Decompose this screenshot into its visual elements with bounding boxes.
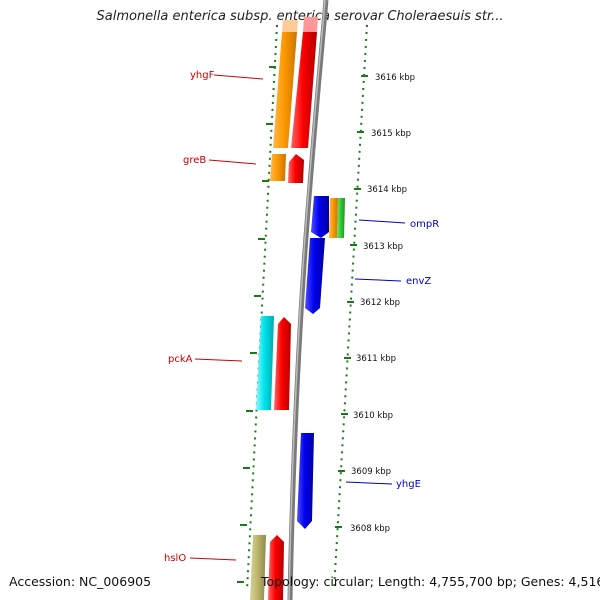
label-pckA-text: pckA [168, 354, 193, 365]
gene-pckA-cyan [256, 316, 274, 410]
left-tick-marks [237, 66, 276, 583]
label-hslO-text: hslO [164, 553, 186, 564]
scale-label-3616: 3616 kbp [375, 73, 415, 83]
scale-label-3608: 3608 kbp [350, 524, 390, 534]
gene-hslO-red [268, 535, 284, 600]
label-pckA: pckA [168, 354, 243, 365]
gene-yhgF-orange [273, 32, 297, 148]
label-ompR: ompR [358, 219, 439, 230]
scale-label-3611: 3611 kbp [356, 354, 396, 364]
gene-ompR-orange [329, 198, 338, 238]
label-yhgE: yhgE [345, 479, 421, 490]
gene-greB-red [288, 154, 304, 183]
gene-ompR-blue [311, 196, 329, 238]
gene-greB-orange [270, 154, 286, 181]
gene-yhgF-red [291, 32, 317, 148]
scale-label-3614: 3614 kbp [367, 185, 407, 195]
faded-orange-top [282, 20, 298, 32]
label-greB-text: greB [183, 155, 206, 166]
topology-text: Topology: circular; Length: 4,755,700 bp… [261, 574, 600, 589]
gene-ompR-green [337, 198, 345, 238]
faded-red-top [303, 17, 318, 32]
label-greB: greB [183, 155, 257, 166]
map-title: Salmonella enterica subsp. enterica sero… [96, 9, 504, 24]
label-yhgF-text: yhgF [190, 70, 215, 81]
gene-envZ-blue [305, 238, 325, 314]
label-yhgE-text: yhgE [396, 479, 421, 490]
gene-hslO-khaki [250, 535, 266, 600]
scale-label-3609: 3609 kbp [351, 467, 391, 477]
label-yhgF: yhgF [190, 70, 264, 81]
genome-backbone [287, 0, 329, 600]
genome-backbone-highlight [288, 0, 326, 600]
label-envZ: envZ [354, 276, 431, 287]
scale-label-3612: 3612 kbp [360, 298, 400, 308]
accession-text: Accession: NC_006905 [9, 574, 152, 589]
scale-label-3610: 3610 kbp [353, 411, 393, 421]
label-ompR-text: ompR [410, 219, 439, 230]
gene-pckA-red [274, 317, 291, 410]
label-envZ-text: envZ [406, 276, 431, 287]
scale-label-3615: 3615 kbp [371, 129, 411, 139]
scale-label-3613: 3613 kbp [363, 242, 403, 252]
label-hslO: hslO [164, 553, 237, 564]
gene-yhgE-blue [297, 433, 314, 529]
right-tick-marks [335, 75, 368, 528]
